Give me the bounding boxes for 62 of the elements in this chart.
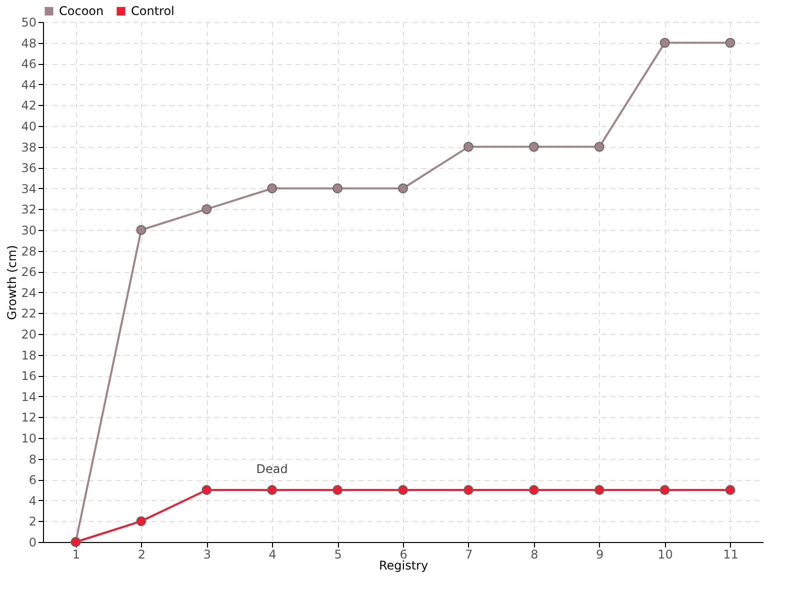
point: [267, 485, 278, 495]
y-tick-label: 14: [21, 390, 36, 404]
x-tick-label: 6: [400, 548, 408, 562]
y-tick-label: 34: [21, 182, 36, 196]
x-tick-label: 2: [138, 548, 146, 562]
x-tick-label: 8: [530, 548, 538, 562]
point: [136, 516, 146, 526]
y-tick-label: 44: [21, 78, 36, 92]
y-tick-label: 36: [21, 161, 36, 176]
x-tick-label: 3: [203, 548, 211, 562]
y-tick-label: 10: [21, 432, 36, 446]
y-tick-label: 20: [21, 328, 36, 342]
point: [660, 485, 670, 495]
y-tick-label: 16: [21, 369, 36, 384]
y-tick-label: 32: [21, 202, 36, 217]
annotation: Dead: [256, 462, 288, 476]
point: [136, 225, 146, 235]
point: [594, 142, 604, 152]
point: [660, 38, 670, 48]
y-tick-label: 8: [28, 452, 36, 466]
x-tick-label: 11: [723, 548, 738, 562]
point: [594, 485, 604, 495]
y-axis-title: Growth (cm): [5, 245, 20, 320]
point: [267, 183, 278, 194]
y-tick-label: 26: [21, 265, 36, 280]
point: [528, 485, 539, 495]
y-tick-label: 42: [21, 98, 36, 113]
x-axis-title: Registry: [378, 558, 428, 572]
y-tick-label: 18: [21, 348, 36, 362]
y-tick-label: 50: [21, 16, 36, 30]
point: [725, 485, 736, 495]
y-tick-label: 4: [28, 494, 36, 508]
y-tick-label: 46: [21, 57, 36, 72]
y-tick-label: 30: [21, 224, 36, 238]
point: [528, 142, 539, 152]
y-tick-label: 24: [21, 286, 36, 300]
y-tick-label: 48: [21, 36, 36, 50]
point: [202, 485, 212, 495]
x-tick-label: 5: [334, 548, 342, 562]
y-tick-label: 2: [28, 514, 36, 529]
x-tick-label: 9: [596, 548, 604, 562]
y-tick-label: 38: [21, 140, 36, 154]
point: [332, 485, 343, 495]
point: [398, 183, 408, 194]
y-tick-label: 22: [21, 306, 36, 321]
legend-label: Control: [131, 4, 174, 18]
point: [332, 183, 343, 194]
x-tick-label: 1: [72, 548, 80, 562]
y-tick-label: 0: [28, 536, 36, 550]
x-tick-label: 7: [465, 548, 473, 562]
y-tick-label: 6: [28, 473, 36, 488]
point: [202, 204, 212, 214]
x-tick-label: 10: [658, 548, 673, 562]
point: [463, 485, 474, 495]
y-tick-label: 12: [21, 410, 36, 425]
legend-label: Cocoon: [59, 4, 104, 18]
point: [398, 485, 408, 495]
point: [463, 142, 474, 152]
y-tick-label: 40: [21, 120, 36, 134]
x-tick-label: 4: [268, 548, 276, 562]
point: [725, 38, 736, 48]
y-tick-label: 28: [21, 244, 36, 258]
